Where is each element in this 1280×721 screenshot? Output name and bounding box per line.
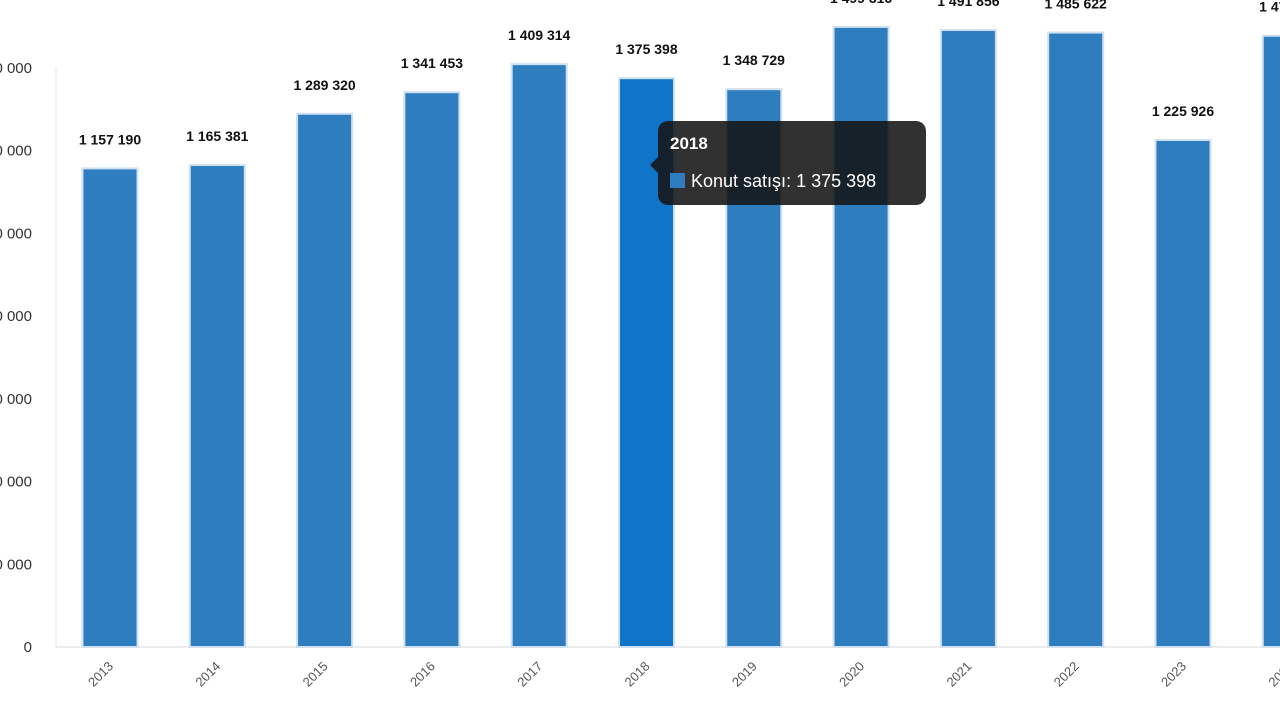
tooltip-value: 1 375 398 [796,171,877,191]
x-tick-label-2017: 2017 [514,659,545,690]
x-tick-label-2024: 2024 [1265,659,1280,690]
data-label-2022: 1 485 622 [1045,0,1107,12]
data-label-2016: 1 341 453 [401,55,463,71]
y-tick-label: 600 000 [0,391,32,408]
bar-2023 [1154,138,1212,648]
bar-2014 [188,164,246,648]
bar-2020 [832,25,890,649]
data-label-2017: 1 409 314 [508,27,570,43]
data-label-2014: 1 165 381 [186,128,248,144]
y-tick-label: 0 [24,639,32,656]
tooltip-series-label: Konut satışı [691,171,787,191]
y-tick-label: 800 000 [0,308,32,325]
tooltip-title: 2018 [670,134,708,153]
data-label-2020: 1 499 316 [830,0,892,6]
x-tick-label-2016: 2016 [407,659,438,690]
data-label-2024: 1 478 025 [1259,0,1280,15]
bar-2024 [1261,34,1280,649]
tooltip-arrow [650,157,658,173]
bar-2015 [296,112,354,648]
data-label-2019: 1 348 729 [723,52,785,68]
x-tick-label-2018: 2018 [622,659,653,690]
data-label-2018: 1 375 398 [615,41,677,57]
y-tick-label: 200 000 [0,556,32,573]
x-tick-label-2014: 2014 [192,659,223,690]
bar-2016 [403,91,461,648]
x-tick-label-2022: 2022 [1051,659,1082,690]
bar-2021 [939,29,997,648]
y-tick-label: 400 000 [0,474,32,491]
y-tick-label: 1 400 000 [0,60,32,77]
data-label-2023: 1 225 926 [1152,103,1214,119]
y-tick-label: 1 000 000 [0,225,32,242]
tooltip: 2018 Konut satışı: 1 375 398 [650,121,926,205]
tooltip-series-swatch [670,173,685,188]
bar-2022 [1047,31,1105,649]
data-label-2013: 1 157 190 [79,131,141,147]
x-tick-label-2021: 2021 [943,659,974,690]
x-tick-label-2019: 2019 [729,659,760,690]
bar-2013 [81,167,139,648]
tooltip-row: Konut satışı: 1 375 398 [670,171,876,192]
x-tick-label-2020: 2020 [836,659,867,690]
y-tick-label: 1 200 000 [0,143,32,160]
data-label-2015: 1 289 320 [293,77,355,93]
bar-2017 [510,63,568,648]
x-tick-label-2013: 2013 [85,659,116,690]
tooltip-separator: : [786,171,797,191]
x-tick-label-2015: 2015 [300,659,331,690]
x-tick-label-2023: 2023 [1158,659,1189,690]
data-label-2021: 1 491 856 [937,0,999,9]
